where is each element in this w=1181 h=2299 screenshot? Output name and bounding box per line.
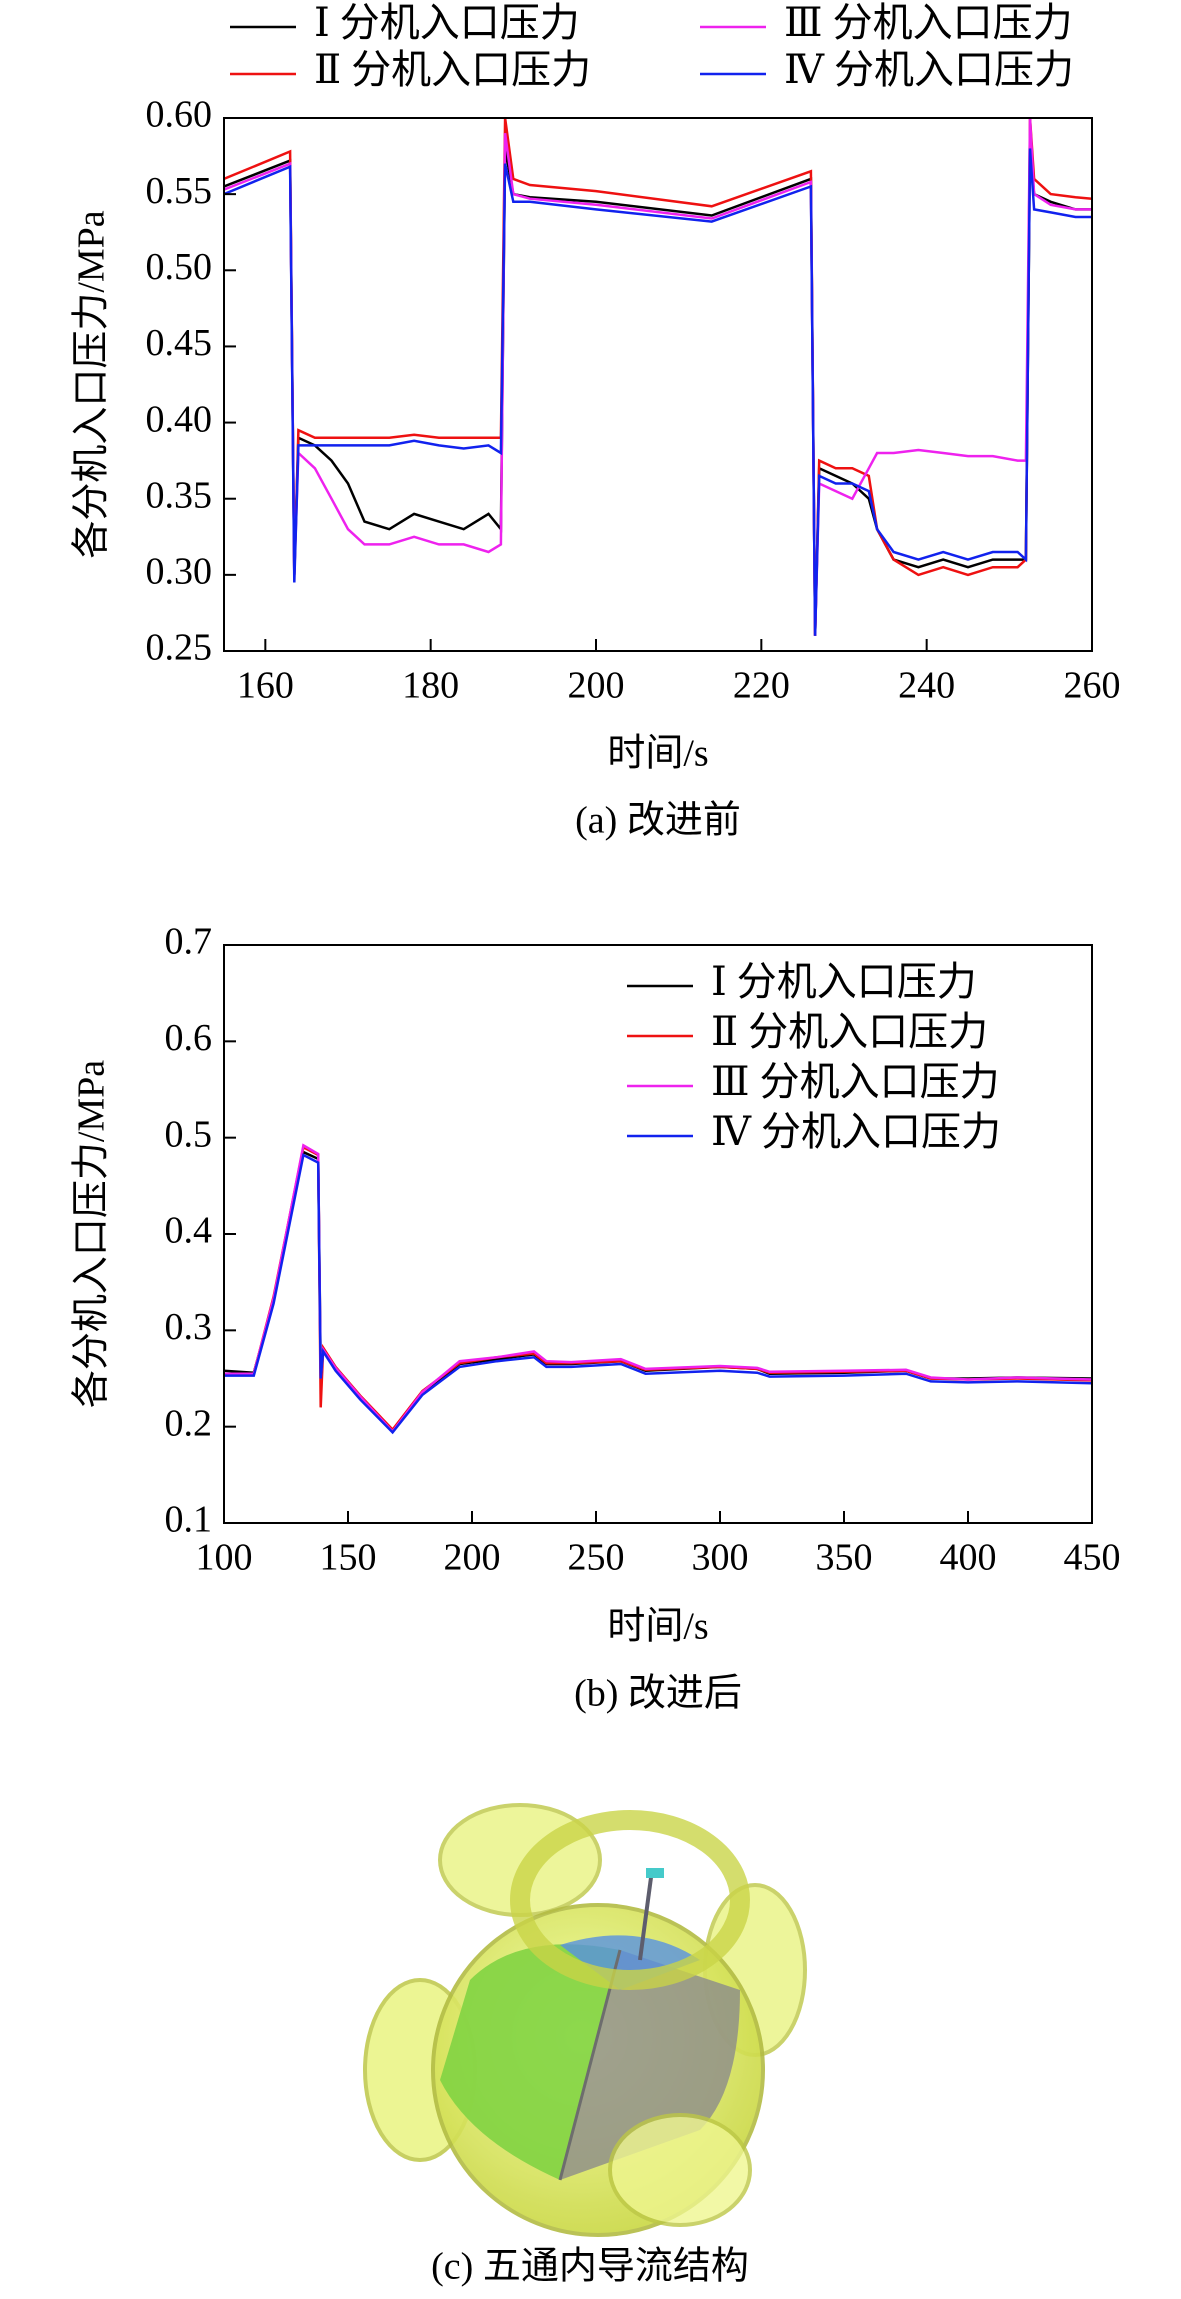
legend-label: Ⅰ 分机入口压力 bbox=[314, 0, 580, 45]
y-tick-label: 0.55 bbox=[146, 170, 213, 212]
x-tick-label: 100 bbox=[196, 1537, 253, 1579]
x-tick-label: 180 bbox=[402, 665, 459, 707]
series-line bbox=[224, 1145, 1092, 1432]
five-way-illustration bbox=[363, 1803, 807, 2237]
x-tick-label: 200 bbox=[568, 665, 625, 707]
x-tick-label: 260 bbox=[1064, 665, 1121, 707]
x-tick-label: 160 bbox=[237, 665, 294, 707]
y-axis-label: 各分机入口压力/MPa bbox=[71, 210, 113, 558]
x-tick-label: 400 bbox=[940, 1537, 997, 1579]
y-tick-label: 0.30 bbox=[146, 551, 213, 593]
legend-label: Ⅲ 分机入口压力 bbox=[784, 0, 1073, 45]
x-axis-label: 时间/s bbox=[607, 733, 708, 775]
y-tick-label: 0.60 bbox=[146, 94, 213, 136]
y-tick-label: 0.2 bbox=[165, 1402, 213, 1444]
y-tick-label: 0.4 bbox=[165, 1210, 213, 1252]
legend-label: Ⅰ 分机入口压力 bbox=[711, 959, 977, 1004]
series-line bbox=[224, 117, 1092, 636]
y-tick-label: 0.50 bbox=[146, 246, 213, 288]
chart-caption: (b) 改进后 bbox=[574, 1673, 742, 1715]
plot-frame bbox=[223, 117, 1093, 652]
y-tick-label: 0.5 bbox=[165, 1113, 213, 1155]
legend-label: Ⅱ 分机入口压力 bbox=[314, 47, 591, 92]
x-tick-label: 240 bbox=[898, 665, 955, 707]
x-tick-label: 150 bbox=[320, 1537, 377, 1579]
x-tick-label: 350 bbox=[816, 1537, 873, 1579]
y-tick-label: 0.3 bbox=[165, 1306, 213, 1348]
y-tick-label: 0.40 bbox=[146, 398, 213, 440]
legend-label: Ⅳ 分机入口压力 bbox=[784, 47, 1074, 92]
x-axis-label: 时间/s bbox=[607, 1606, 708, 1648]
y-tick-label: 0.1 bbox=[165, 1499, 213, 1541]
y-tick-label: 0.35 bbox=[146, 474, 213, 516]
y-axis-label: 各分机入口压力/MPa bbox=[71, 1060, 113, 1408]
legend-label: Ⅲ 分机入口压力 bbox=[711, 1059, 1000, 1104]
x-tick-label: 250 bbox=[568, 1537, 625, 1579]
legend-label: Ⅳ 分机入口压力 bbox=[711, 1109, 1001, 1154]
y-tick-label: 0.6 bbox=[165, 1017, 213, 1059]
x-tick-label: 200 bbox=[444, 1537, 501, 1579]
series-line bbox=[224, 1143, 1092, 1434]
y-tick-label: 0.7 bbox=[165, 921, 213, 963]
chart-caption: (a) 改进前 bbox=[575, 800, 741, 842]
y-tick-label: 0.45 bbox=[146, 322, 213, 364]
x-tick-label: 300 bbox=[692, 1537, 749, 1579]
series-line bbox=[224, 117, 1092, 636]
x-tick-label: 220 bbox=[733, 665, 790, 707]
figure-caption: (c) 五通内导流结构 bbox=[431, 2246, 749, 2288]
x-tick-label: 450 bbox=[1064, 1537, 1121, 1579]
series-line bbox=[224, 1153, 1092, 1435]
y-tick-label: 0.25 bbox=[146, 627, 213, 669]
series-line bbox=[224, 148, 1092, 636]
series-line bbox=[224, 148, 1092, 636]
legend-label: Ⅱ 分机入口压力 bbox=[711, 1009, 988, 1054]
